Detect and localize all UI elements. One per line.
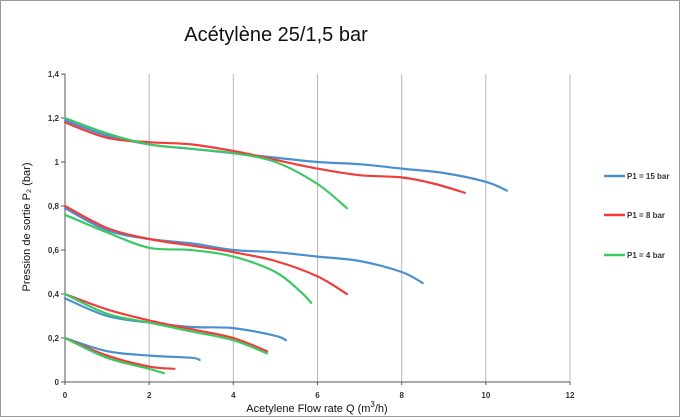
series-3-line-2 [63,213,313,304]
chart-title: Acétylène 25/1,5 bar [184,24,368,46]
legend: P1 = 15 bar P1 = 8 bar P1 = 4 bar [604,172,669,260]
y-tick-label: 0,6 [48,246,60,255]
y-tick-label: 1 [55,158,60,167]
series-2-line-1 [63,121,466,194]
legend-label-1: P1 = 15 bar [627,172,669,181]
x-tick-label: 10 [481,391,490,400]
x-tick-label: 4 [231,391,236,400]
series-1-line-4 [63,336,201,362]
tick-labels: 0 0,2 0,4 0,6 0,8 1 1,2 1,4 0 2 4 6 8 10 12 [48,70,575,400]
y-axis-label: Pression de sortie P₂ (bar) [21,163,33,292]
x-axis-label-main: Acetylene Flow rate Q (m [246,403,370,415]
y-tick-label: 1,2 [48,114,60,123]
series-1-line-3 [63,297,287,342]
y-tick-label: 0,8 [48,202,60,211]
series-3-line-4 [63,336,165,375]
series-1-line-2 [63,207,424,285]
series-lines [63,116,508,375]
x-tick-label: 2 [147,391,152,400]
x-axis-label-superscript: 3 [370,400,375,409]
series-2-line-2 [63,204,349,296]
x-tick-label: 0 [63,391,68,400]
x-tick-label: 12 [566,391,575,400]
axes [61,73,571,385]
legend-label-3: P1 = 4 bar [627,251,665,260]
x-tick-label: 8 [399,391,404,400]
x-axis-label: Acetylene Flow rate Q (m3/h) [246,400,387,415]
series-2-line-3 [63,292,269,353]
legend-label-2: P1 = 8 bar [627,211,665,220]
series-3-line-3 [63,292,269,355]
x-axis-label-end: /h) [375,403,388,415]
y-tick-label: 0,2 [48,334,60,343]
y-tick-label: 0,4 [48,290,60,299]
y-tick-label: 1,4 [48,70,60,79]
grid [148,74,571,382]
y-tick-label: 0 [55,378,60,387]
x-tick-label: 6 [315,391,320,400]
series-1-line-1 [63,119,508,192]
series-3-line-1 [63,116,349,210]
